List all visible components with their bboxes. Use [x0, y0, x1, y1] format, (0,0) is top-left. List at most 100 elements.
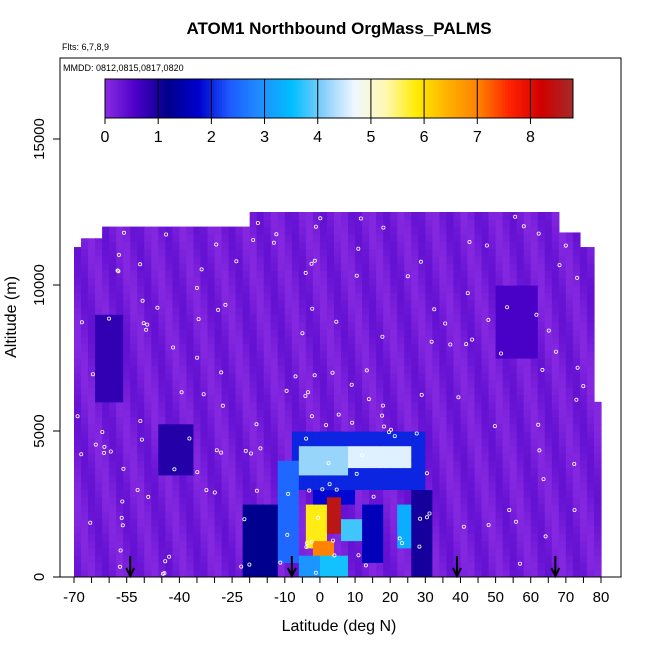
heatmap-cell — [369, 387, 377, 396]
heatmap-cell — [383, 306, 391, 315]
heatmap-cell — [144, 233, 152, 242]
heatmap-cell — [502, 241, 511, 250]
heatmap-cell — [200, 372, 209, 381]
heatmap-cell — [214, 467, 223, 476]
heatmap-cell — [551, 474, 560, 483]
heatmap-cell — [530, 533, 539, 542]
heatmap-cell — [537, 358, 546, 366]
heatmap-cell — [249, 562, 258, 571]
heatmap-cell — [144, 299, 152, 308]
heatmap-cell — [333, 299, 342, 308]
heatmap-cell — [165, 438, 173, 447]
heatmap-cell — [418, 219, 426, 228]
heatmap-cell — [474, 314, 483, 323]
heatmap-cell — [88, 511, 96, 520]
heatmap-cell — [369, 401, 377, 410]
heatmap-cell — [572, 306, 581, 315]
heatmap-cell — [481, 547, 490, 556]
heatmap-cell — [326, 321, 335, 330]
heatmap-cell — [193, 241, 202, 250]
colorbar-swatch — [435, 79, 439, 118]
heatmap-cell — [123, 350, 131, 359]
heatmap-cell — [284, 496, 293, 505]
heatmap-cell — [242, 547, 251, 556]
heatmap-cell — [123, 416, 131, 425]
heatmap-cell — [341, 350, 349, 359]
heatmap-cell — [418, 372, 426, 381]
sample-marker — [116, 269, 121, 274]
heatmap-cell — [425, 525, 433, 534]
heatmap-cell — [137, 482, 145, 490]
heatmap-cell — [214, 496, 223, 505]
heatmap-cell — [151, 445, 159, 454]
heatmap-cell — [474, 387, 483, 396]
sample-marker — [258, 446, 263, 451]
sample-marker — [572, 507, 577, 512]
heatmap-cell — [102, 467, 110, 476]
heatmap-cell — [144, 562, 152, 571]
heatmap-cell — [369, 394, 377, 403]
heatmap-cell — [467, 212, 476, 220]
heatmap-cell — [228, 343, 237, 352]
heatmap-cell — [383, 467, 391, 476]
sample-marker — [220, 403, 225, 408]
heatmap-cell — [481, 445, 490, 454]
heatmap-cell — [179, 482, 188, 490]
heatmap-cell — [537, 438, 546, 447]
heatmap-cell — [411, 358, 419, 366]
heatmap-cell — [523, 248, 532, 257]
heatmap-cell — [158, 452, 166, 461]
heatmap-cell — [109, 299, 117, 308]
heatmap-cell — [418, 226, 426, 235]
heatmap-cell — [565, 233, 574, 242]
heatmap-cell — [516, 306, 525, 315]
heatmap-cell — [137, 416, 145, 425]
heatmap-cell — [256, 569, 265, 577]
heatmap-cell — [586, 292, 595, 301]
heatmap-cell — [383, 233, 391, 242]
heatmap-cell — [130, 372, 138, 381]
x-tick-label: -40 — [169, 589, 191, 606]
heatmap-cell — [593, 562, 602, 571]
heatmap-cell — [348, 306, 356, 315]
heatmap-cell — [158, 306, 166, 315]
heatmap-cell — [109, 460, 117, 469]
heatmap-cell — [151, 233, 159, 242]
heatmap-cell — [158, 299, 166, 308]
heatmap-cell — [95, 343, 103, 352]
sample-marker — [536, 422, 541, 427]
heatmap-cell — [404, 467, 412, 476]
heatmap-cell — [439, 299, 448, 308]
heatmap-cell — [502, 219, 511, 228]
heatmap-cell — [411, 263, 419, 271]
heatmap-cell — [326, 350, 335, 359]
heatmap-cell — [362, 292, 370, 301]
heatmap-cell — [326, 416, 335, 425]
heatmap-cell — [537, 336, 546, 344]
sample-marker — [144, 327, 149, 332]
heatmap-cell — [362, 482, 370, 490]
colorbar-swatch — [201, 79, 205, 118]
sample-marker — [121, 466, 126, 471]
heatmap-cell — [369, 431, 377, 439]
heatmap-cell — [179, 511, 188, 520]
heatmap-cell — [537, 540, 546, 549]
heatmap-cell — [312, 263, 321, 271]
heatmap-cell — [586, 511, 595, 520]
heatmap-cell — [312, 409, 321, 417]
heatmap-cell — [109, 263, 117, 271]
heatmap-cell — [312, 343, 321, 352]
heatmap-cell — [565, 328, 574, 337]
heatmap-cell — [544, 438, 553, 447]
heatmap-cell — [312, 299, 321, 308]
heatmap-cell — [369, 358, 377, 366]
heatmap-cell — [446, 219, 455, 228]
heatmap-cell — [397, 416, 405, 425]
heatmap-cell — [130, 504, 138, 512]
heatmap-cell — [291, 409, 300, 417]
heatmap-cell — [439, 226, 448, 235]
heatmap-cell — [298, 562, 307, 571]
heatmap-cell — [95, 387, 103, 396]
sample-marker — [155, 305, 160, 310]
heatmap-cell — [333, 372, 342, 381]
